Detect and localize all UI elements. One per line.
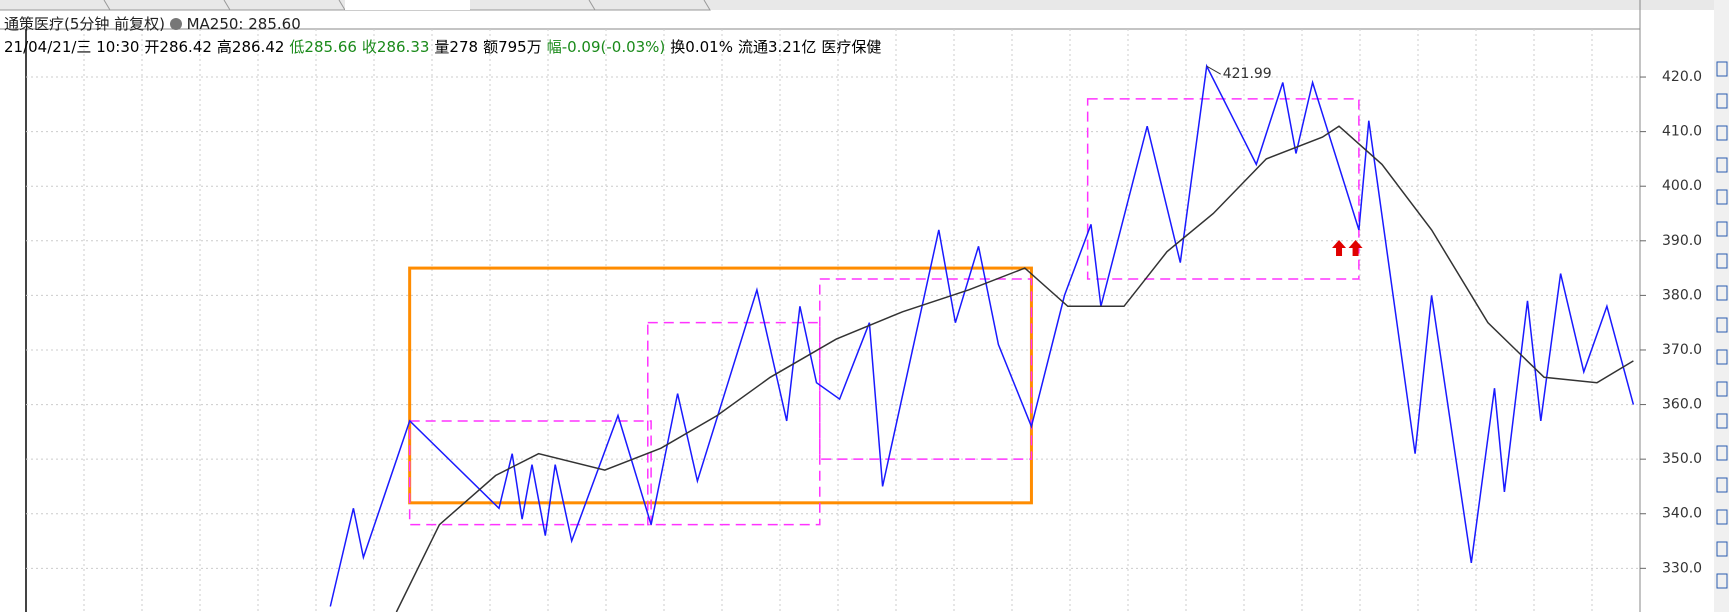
- y-tick-label: 350.0: [1662, 451, 1702, 467]
- info-item: 额795万: [483, 38, 542, 56]
- tool-icon[interactable]: [1716, 381, 1728, 397]
- info-item: 幅-0.09(-0.03%): [546, 38, 666, 56]
- y-tick-label: 370.0: [1662, 342, 1702, 358]
- icon[interactable]: [169, 18, 182, 30]
- title-row: 通策医疗(5分钟 前复权) MA250: 285.60: [4, 13, 301, 34]
- tool-icon[interactable]: [1716, 157, 1728, 173]
- box: [408, 266, 1033, 505]
- box: [408, 420, 652, 526]
- arrow-marker: [1332, 239, 1347, 256]
- tool-icon[interactable]: [1716, 93, 1728, 109]
- info-item: 开286.42: [144, 38, 212, 56]
- info-item: 流通3.21亿: [737, 38, 817, 56]
- tool-icon[interactable]: [1716, 125, 1728, 141]
- box: [819, 278, 1033, 460]
- tool-icon[interactable]: [1716, 221, 1728, 237]
- toolbar-icons: [1716, 61, 1728, 589]
- y-tick-label: 390.0: [1662, 233, 1702, 249]
- tool-icon[interactable]: [1716, 573, 1728, 589]
- chart-title: 通策医疗(5分钟 前复权): [4, 15, 166, 33]
- tab-strip: [0, 0, 1729, 10]
- tool-icon[interactable]: [1716, 253, 1728, 269]
- tool-icon[interactable]: [1716, 61, 1728, 77]
- tool-icon[interactable]: [1716, 317, 1728, 333]
- active-tab[interactable]: [345, 0, 470, 10]
- y-tick-label: 330.0: [1662, 560, 1702, 576]
- box: [647, 321, 821, 526]
- tool-icon[interactable]: [1716, 189, 1728, 205]
- info-item: 医疗保健: [821, 38, 882, 56]
- tool-icon[interactable]: [1716, 509, 1728, 525]
- tool-icon[interactable]: [1716, 285, 1728, 301]
- peak-label: 421.99: [1223, 66, 1272, 82]
- info-item: 21/04/21/三 10:30: [4, 38, 140, 56]
- info-item: 高286.42: [216, 38, 285, 56]
- tool-icon[interactable]: [1716, 477, 1728, 493]
- y-tick-label: 360.0: [1662, 397, 1702, 413]
- y-tick-label: 340.0: [1662, 506, 1702, 522]
- info-item: 量278: [434, 38, 479, 56]
- series-line: [329, 63, 1635, 607]
- series-line: [395, 125, 1634, 612]
- tool-icon[interactable]: [1716, 541, 1728, 557]
- indicator: MA250: 285.60: [186, 15, 301, 33]
- info-item: 收286.33: [361, 38, 430, 56]
- y-tick-label: 410.0: [1662, 124, 1702, 140]
- tool-icon[interactable]: [1716, 445, 1728, 461]
- info-row: 21/04/21/三 10:30 开286.42 高286.42 低285.66 收28…: [4, 36, 886, 57]
- tool-icon[interactable]: [1716, 413, 1728, 429]
- tool-icon[interactable]: [1716, 349, 1728, 365]
- toolbar: [1714, 0, 1729, 612]
- info-item: 低285.66: [289, 38, 357, 56]
- info-item: 换0.01%: [670, 38, 733, 56]
- arrow-marker: [1348, 239, 1363, 256]
- y-tick-label: 400.0: [1662, 178, 1702, 194]
- y-tick-label: 420.0: [1662, 69, 1702, 85]
- y-tick-label: 380.0: [1662, 287, 1702, 303]
- peak-leader: [1206, 65, 1221, 75]
